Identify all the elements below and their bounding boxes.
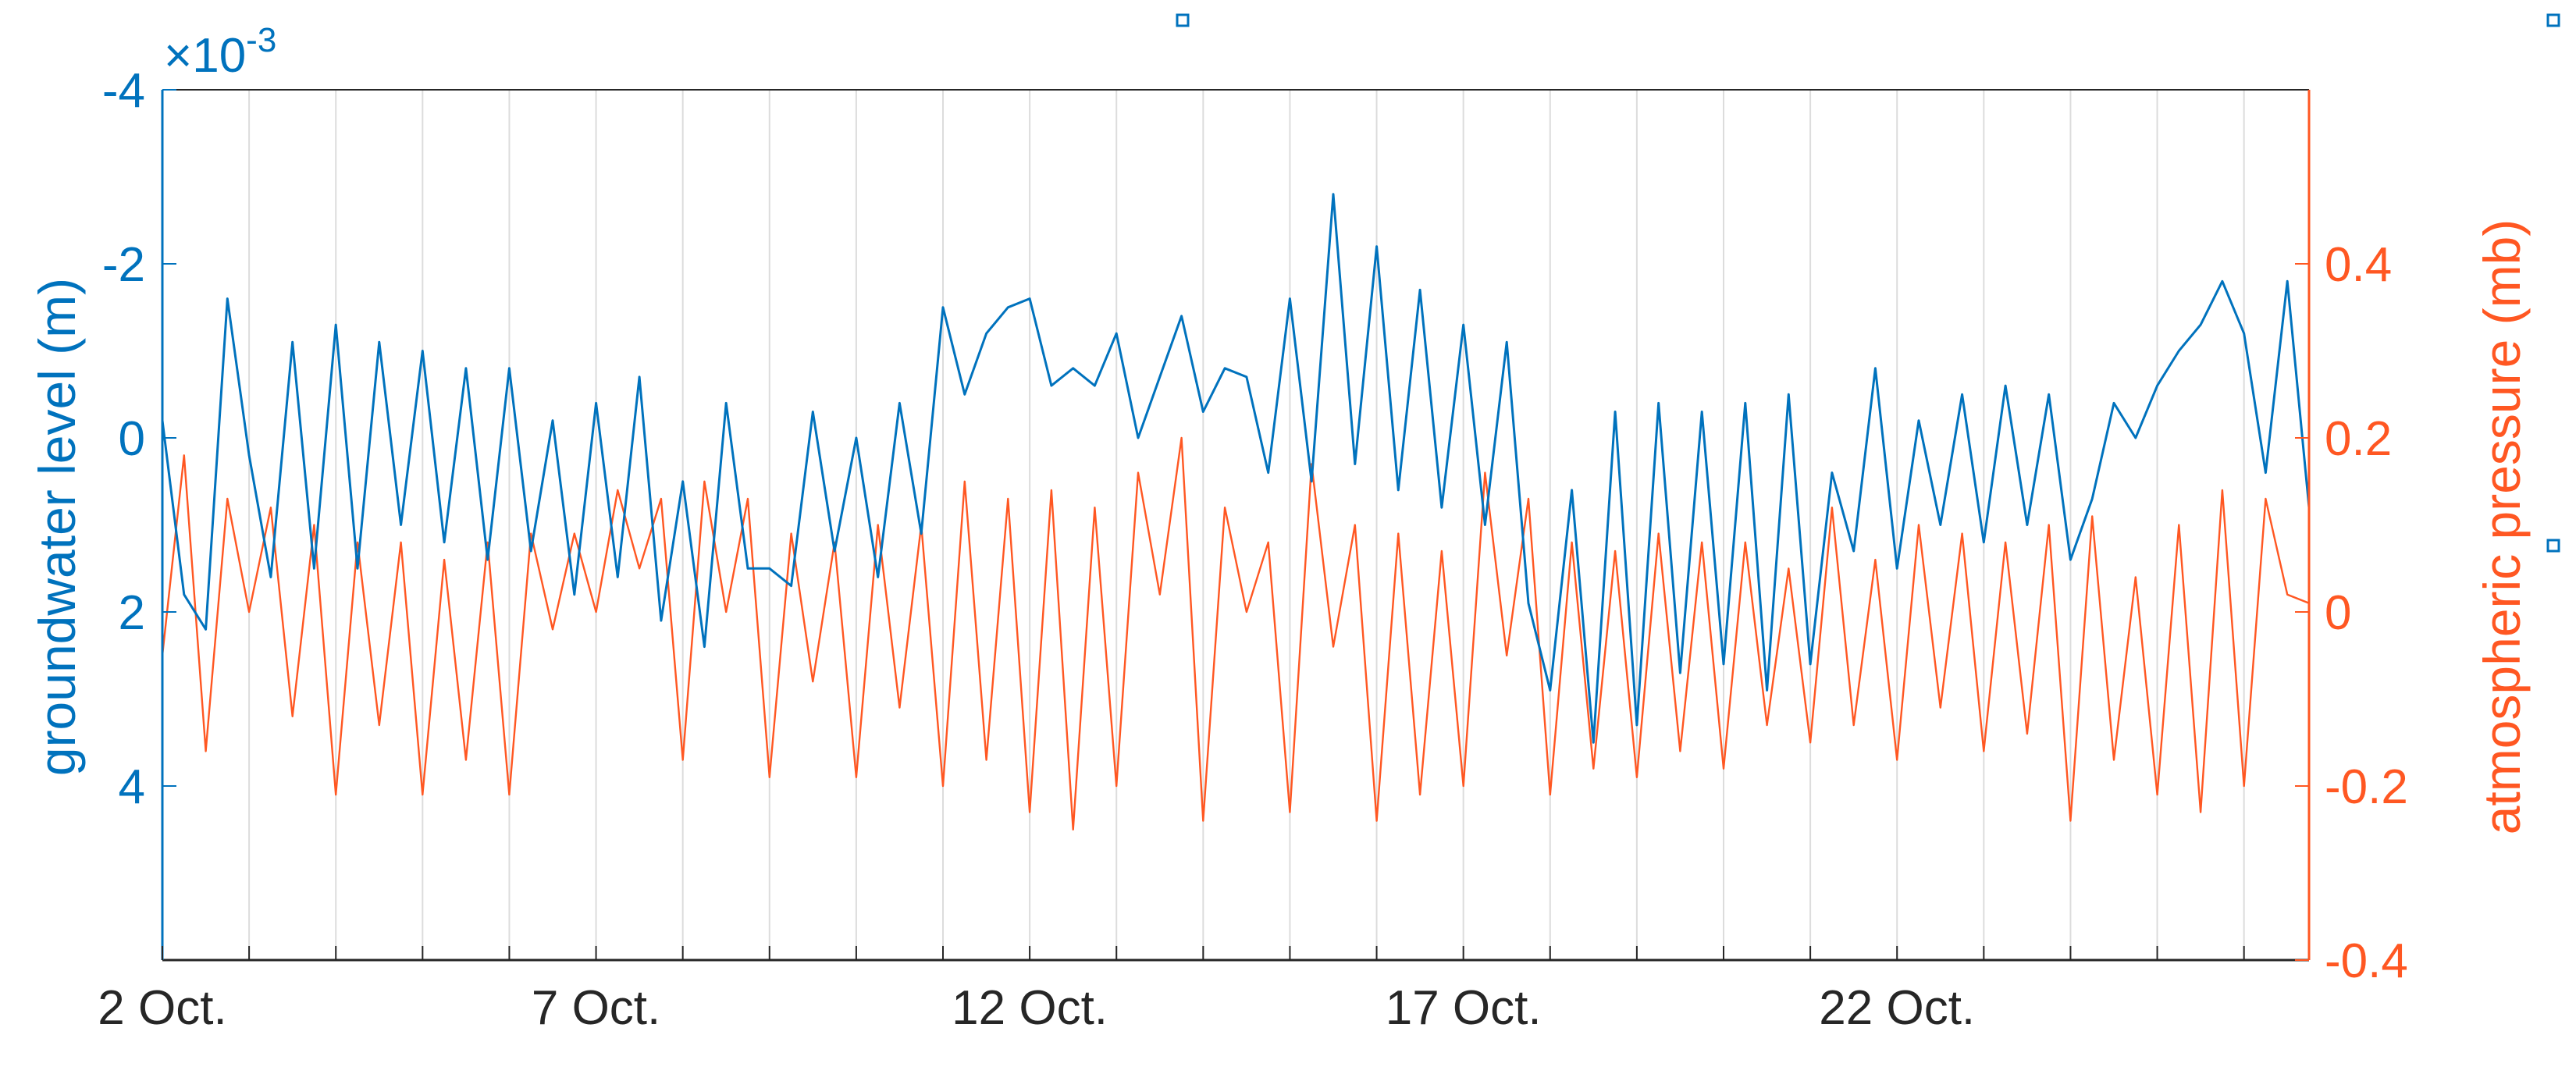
right-y-tick-label: -0.2 bbox=[2325, 760, 2408, 814]
x-tick-label: 22 Oct. bbox=[1819, 981, 1975, 1035]
x-tick-label: 7 Oct. bbox=[532, 981, 660, 1035]
atmospheric-pressure-line bbox=[161, 436, 2310, 831]
x-axis-ticks: 2 Oct. 7 Oct. 12 Oct. 17 Oct. 22 Oct. bbox=[98, 946, 2245, 1035]
plot-frame bbox=[161, 89, 2311, 962]
groundwater-level-series bbox=[161, 193, 2311, 744]
groundwater-level-line bbox=[161, 193, 2311, 744]
left-y-tick-label: 0 bbox=[119, 412, 145, 466]
right-y-tick-label: 0 bbox=[2325, 586, 2351, 640]
x-tick-label: 2 Oct. bbox=[98, 981, 226, 1035]
handle-marker-top bbox=[1176, 13, 1190, 27]
right-y-axis-title: atmospheric pressure (mb) bbox=[2473, 219, 2531, 835]
right-y-tick-label: -0.4 bbox=[2325, 934, 2408, 988]
left-y-axis-exponent-base: ×10 bbox=[164, 29, 246, 83]
right-y-tick-label: 0.4 bbox=[2325, 238, 2392, 292]
handle-marker-right-middle bbox=[2546, 539, 2560, 553]
right-y-axis: 0.4 0.2 0 -0.2 -0.4 bbox=[2295, 238, 2408, 988]
left-y-tick-label: -2 bbox=[102, 238, 145, 292]
left-y-axis: -4 -2 0 2 4 bbox=[102, 64, 176, 814]
left-y-axis-title: groundwater level (m) bbox=[28, 278, 86, 776]
left-y-axis-exponent-power: -3 bbox=[246, 21, 276, 59]
x-tick-label: 17 Oct. bbox=[1386, 981, 1542, 1035]
atmospheric-pressure-series bbox=[161, 436, 2310, 831]
x-tick-label: 12 Oct. bbox=[952, 981, 1108, 1035]
left-y-tick-label: -4 bbox=[102, 64, 145, 118]
left-y-axis-exponent: ×10-3 bbox=[164, 21, 276, 83]
right-y-tick-label: 0.2 bbox=[2325, 412, 2392, 466]
left-y-tick-label: 2 bbox=[119, 586, 145, 640]
figure-handle-markers bbox=[1176, 13, 2560, 553]
handle-marker-right-top bbox=[2546, 13, 2560, 27]
left-y-tick-label: 4 bbox=[119, 760, 145, 814]
